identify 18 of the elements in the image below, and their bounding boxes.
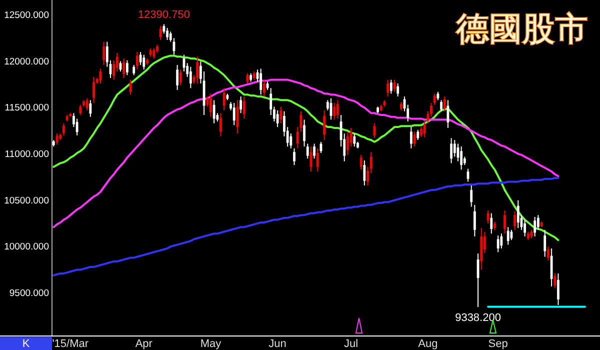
title: 德國股市: [456, 9, 588, 48]
y-tick-label: 10000.000: [4, 242, 49, 253]
y-tick-label: 12000.000: [4, 56, 49, 68]
x-tick-label: Aug: [418, 338, 438, 350]
x-tick-label: '15/Mar: [52, 338, 89, 350]
annotation: 12390.750: [138, 9, 190, 22]
x-tick-label: Sep: [488, 338, 508, 350]
y-tick-label: 11000.000: [4, 148, 49, 160]
x-tick-label: Apr: [135, 338, 153, 350]
annotation: K: [22, 338, 30, 350]
x-tick-label: Jun: [268, 338, 286, 350]
y-tick-label: 11500.000: [4, 102, 49, 114]
x-tick-label: Jul: [344, 338, 358, 350]
annotation: 9338.200: [455, 312, 501, 324]
y-tick-label: 12500.000: [4, 10, 49, 21]
x-tick-label: May: [200, 338, 222, 350]
y-tick-label: 10500.000: [4, 195, 49, 206]
y-tick-label: 9500.000: [9, 288, 49, 299]
